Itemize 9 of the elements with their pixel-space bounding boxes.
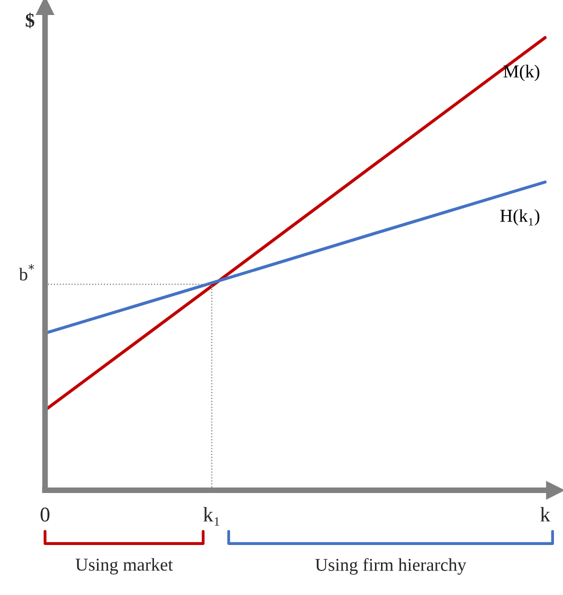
x-tick-label: k₁	[203, 506, 220, 526]
text: Using firm hierarchy	[315, 558, 466, 575]
series-label: H(k₁)	[500, 209, 540, 226]
series-label: M(k)	[504, 64, 540, 82]
x-tick-label: k	[540, 506, 550, 522]
text: Using market	[76, 558, 173, 575]
x-tick-label: 0	[40, 508, 50, 522]
y-axis-title: $	[26, 12, 34, 28]
ref-line-label: b$^{*}$	[18, 264, 34, 281]
